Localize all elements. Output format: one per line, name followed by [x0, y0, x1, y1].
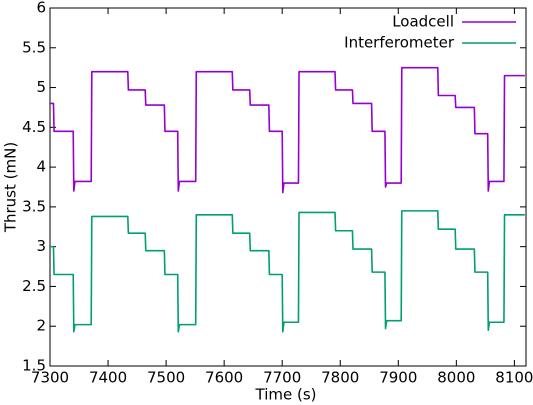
- y-tick-label: 6: [36, 0, 46, 17]
- x-tick-label: 8100: [495, 369, 533, 387]
- y-tick-label: 2: [36, 317, 46, 335]
- y-tick-label: 2.5: [22, 277, 46, 295]
- x-tick-label: 7400: [89, 369, 127, 387]
- x-axis-label: Time (s): [255, 386, 317, 404]
- legend-label: Interferometer: [344, 34, 455, 52]
- data-line: [50, 210, 525, 333]
- y-tick-label: 3: [36, 237, 46, 255]
- y-tick-label: 5: [36, 78, 46, 96]
- y-tick-label: 4: [36, 158, 46, 176]
- legend-label: Loadcell: [392, 13, 454, 31]
- y-tick-label: 1.5: [22, 357, 46, 375]
- x-tick-label: 7500: [147, 369, 185, 387]
- x-tick-label: 7800: [321, 369, 359, 387]
- x-tick-label: 8000: [437, 369, 475, 387]
- plot-frame: [49, 7, 527, 367]
- x-tick-label: 7600: [205, 369, 243, 387]
- y-tick-label: 4.5: [22, 118, 46, 136]
- x-tick-label: 7900: [379, 369, 417, 387]
- y-tick-label: 3.5: [22, 197, 46, 215]
- x-tick-label: 7300: [31, 369, 69, 387]
- data-line: [50, 66, 525, 194]
- y-axis-label: Thrust (mN): [2, 142, 20, 233]
- x-tick-label: 7700: [263, 369, 301, 387]
- y-tick-label: 5.5: [22, 38, 46, 56]
